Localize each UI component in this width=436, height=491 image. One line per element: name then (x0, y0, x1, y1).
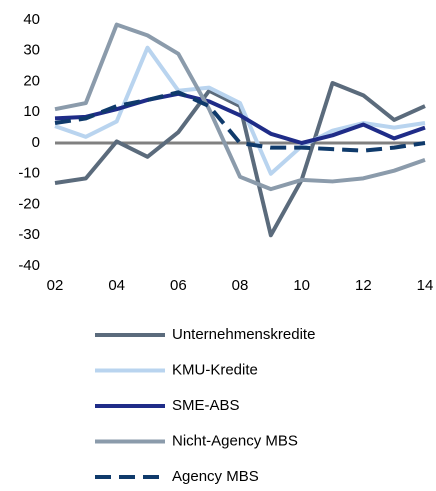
x-tick-label: 08 (232, 277, 249, 294)
x-tick-label: 04 (108, 277, 125, 294)
y-tick-label: 10 (23, 103, 40, 120)
y-tick-label: 30 (23, 42, 40, 59)
series-line (54, 22, 426, 192)
x-tick-label: 06 (170, 277, 187, 294)
y-tick-label: 40 (23, 11, 40, 28)
y-tick-label: -10 (18, 165, 40, 182)
legend-label: SME-ABS (172, 397, 240, 414)
x-tick-label: 10 (293, 277, 310, 294)
legend-label: KMU-Kredite (172, 361, 258, 378)
legend-label: Nicht-Agency MBS (172, 432, 298, 449)
x-tick-label: 02 (47, 277, 64, 294)
y-tick-label: -40 (18, 257, 40, 274)
x-tick-label: 12 (355, 277, 372, 294)
series-line (54, 91, 426, 145)
x-tick-label: 14 (417, 277, 434, 294)
y-tick-label: 20 (23, 72, 40, 89)
legend-label: Unternehmenskredite (172, 326, 315, 343)
y-tick-label: 0 (32, 134, 40, 151)
y-tick-label: -20 (18, 195, 40, 212)
legend-label: Agency MBS (172, 468, 259, 485)
y-tick-label: -30 (18, 226, 40, 243)
